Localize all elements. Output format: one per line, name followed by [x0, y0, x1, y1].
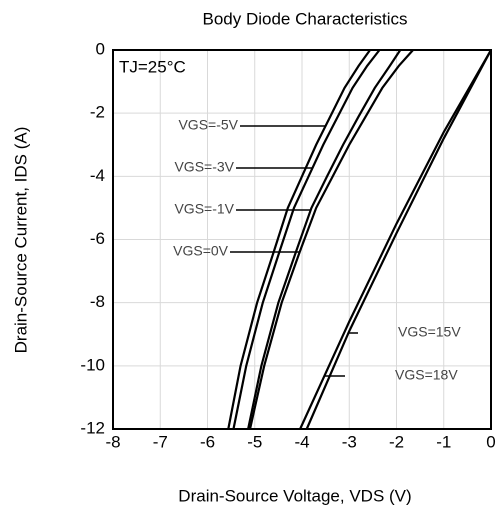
curve — [299, 49, 492, 430]
series-label: VGS=0V — [173, 243, 229, 259]
curve — [232, 49, 381, 430]
curve — [247, 49, 402, 430]
y-tick-label: -2 — [90, 103, 105, 122]
annotation: TJ=25°C — [119, 57, 186, 76]
series-label: VGS=-5V — [178, 117, 238, 133]
curve — [305, 49, 492, 430]
x-tick-label: -2 — [389, 432, 404, 451]
x-tick-label: -5 — [247, 432, 262, 451]
x-tick-label: -3 — [342, 432, 357, 451]
x-tick-label: -7 — [153, 432, 168, 451]
x-tick-label: 0 — [486, 432, 495, 451]
curve — [227, 49, 371, 430]
chart-title: Body Diode Characteristics — [202, 9, 407, 28]
y-axis-label: Drain-Source Current, IDS (A) — [11, 127, 30, 354]
x-tick-label: -6 — [200, 432, 215, 451]
y-tick-label: -12 — [80, 418, 105, 437]
y-tick-label: -8 — [90, 292, 105, 311]
series-label: VGS=-3V — [174, 159, 234, 175]
x-tick-label: -8 — [105, 432, 120, 451]
curve — [248, 49, 414, 430]
series-label: VGS=15V — [398, 324, 461, 340]
x-tick-label: -1 — [436, 432, 451, 451]
y-tick-label: -10 — [80, 355, 105, 374]
y-tick-label: 0 — [96, 39, 105, 58]
y-tick-label: -4 — [90, 166, 105, 185]
y-tick-label: -6 — [90, 229, 105, 248]
plot-frame — [112, 49, 492, 430]
series-label: VGS=18V — [395, 367, 458, 383]
x-axis-label: Drain-Source Voltage, VDS (V) — [178, 486, 411, 505]
series-label: VGS=-1V — [174, 201, 234, 217]
x-tick-label: -4 — [294, 432, 309, 451]
